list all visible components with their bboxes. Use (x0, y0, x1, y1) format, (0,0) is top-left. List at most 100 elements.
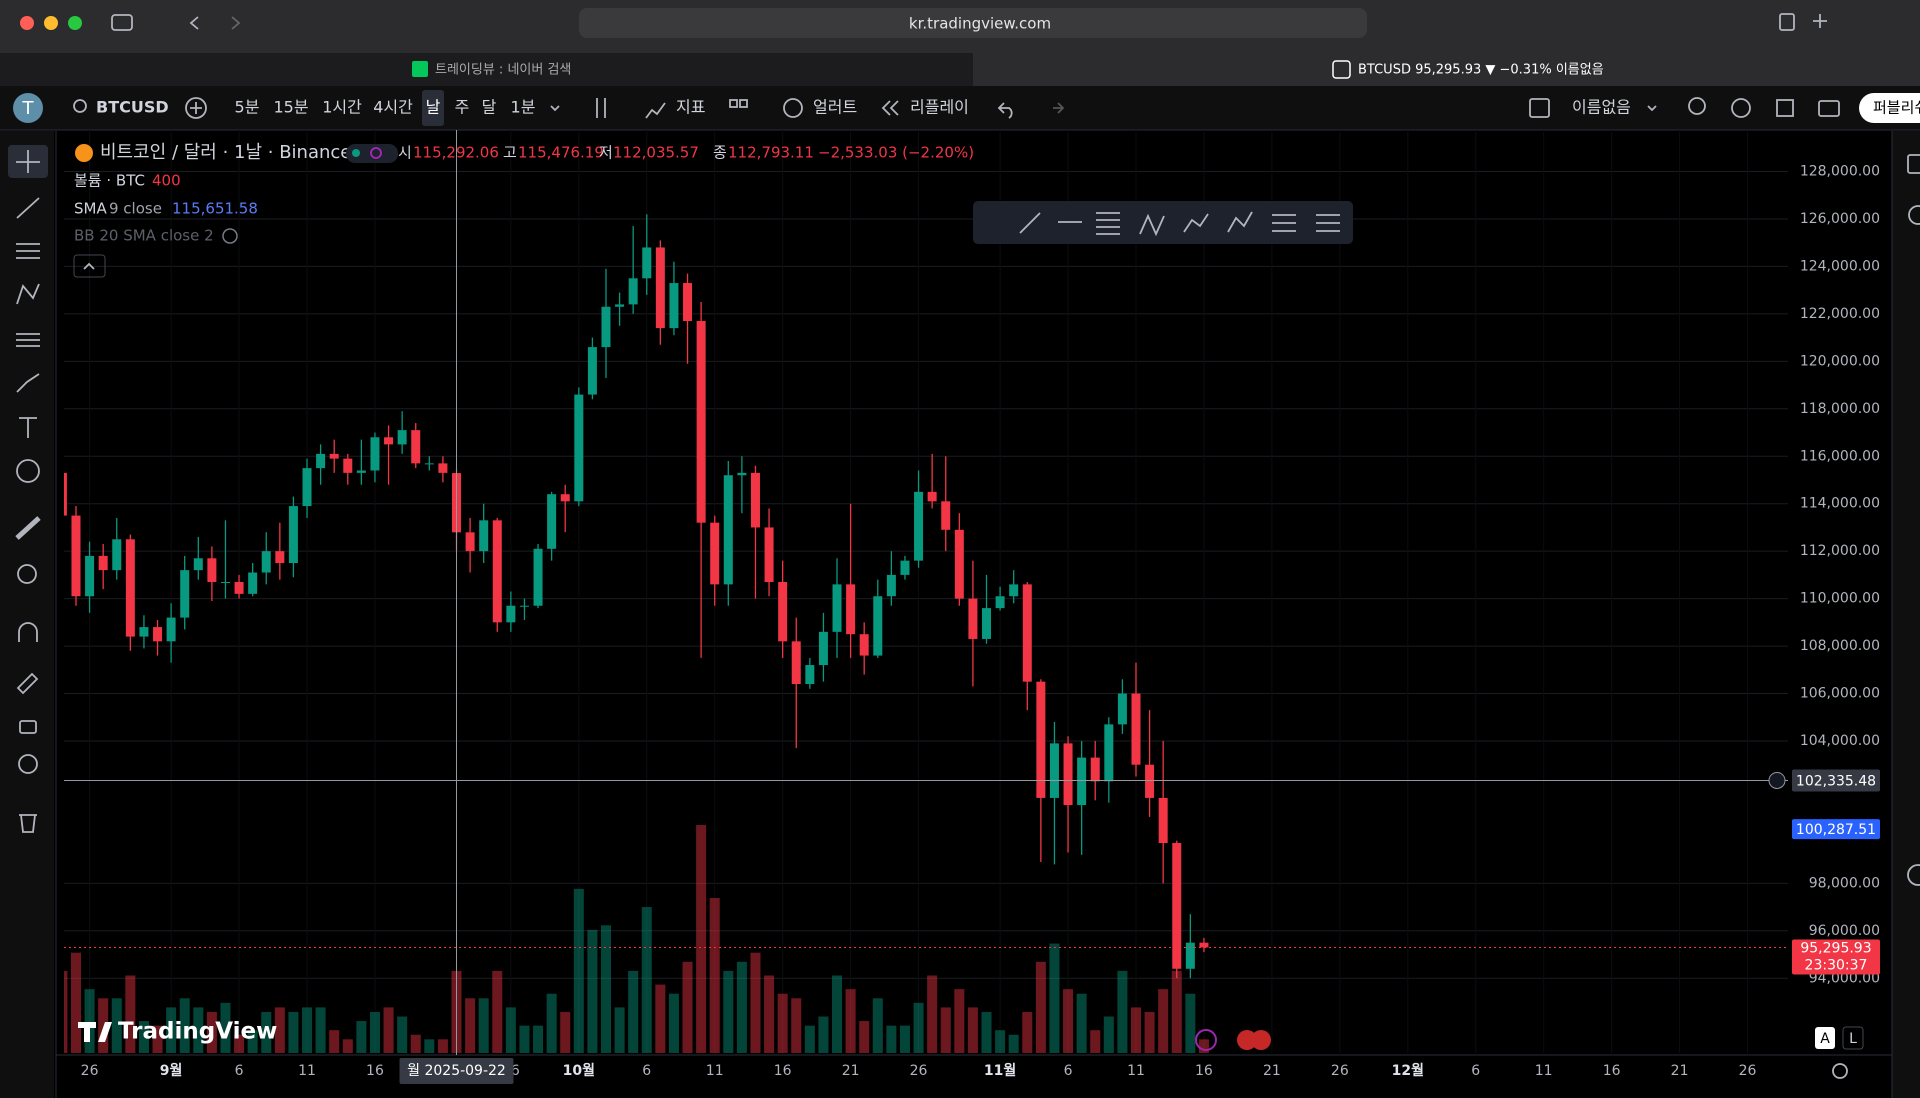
address-bar[interactable] (579, 8, 1367, 38)
indicator-icon[interactable] (645, 102, 666, 119)
last-price-tag (1792, 939, 1880, 975)
volume-bar (954, 989, 965, 1053)
magnet-tool[interactable] (18, 622, 38, 642)
brush-tool[interactable] (16, 373, 40, 393)
y-tick-label: 106,000.00 (1800, 686, 1880, 702)
minimize-button[interactable] (44, 16, 58, 30)
snapshot-icon[interactable] (1818, 100, 1840, 117)
collapse-button[interactable] (73, 254, 106, 278)
interval[interactable]: 1시간 (322, 98, 362, 117)
undo-icon[interactable] (997, 102, 1013, 119)
pattern-tool[interactable] (16, 283, 40, 305)
fullscreen-icon[interactable] (1776, 99, 1794, 117)
layout-icon[interactable] (1529, 98, 1550, 118)
back-icon[interactable] (189, 16, 199, 30)
symbol[interactable]: BTCUSD (96, 98, 169, 117)
new-tab-icon[interactable] (1813, 14, 1827, 28)
event-flag[interactable] (1251, 1030, 1271, 1050)
indicators[interactable]: 지표 (676, 98, 705, 117)
alert-icon[interactable] (783, 98, 803, 118)
settings-icon[interactable] (1731, 98, 1751, 118)
volume-bar (478, 998, 489, 1053)
pattern-icons[interactable] (1019, 211, 1340, 237)
bitcoin-icon (75, 144, 93, 162)
volume-bar (1171, 970, 1182, 1053)
interval[interactable]: 달 (482, 98, 497, 117)
zoom-button[interactable] (68, 16, 82, 30)
event-flag[interactable] (1237, 1030, 1257, 1050)
app-toolbar (0, 86, 1920, 130)
draw-mode-tool[interactable] (16, 672, 39, 695)
tv-logo (78, 1022, 112, 1042)
volume-bar (628, 970, 639, 1053)
axis-settings[interactable] (1832, 1063, 1848, 1079)
volume-bar (274, 1007, 285, 1053)
volume-bar (573, 888, 584, 1053)
fib-tool[interactable] (16, 243, 40, 259)
replay-icon[interactable] (881, 100, 899, 116)
x-tick-label: 6 (642, 1063, 651, 1079)
y-tick-label: 98,000.00 (1809, 875, 1880, 891)
redo-icon[interactable] (1053, 102, 1065, 114)
x-tick-label: 21 (1263, 1063, 1281, 1079)
templates-icon[interactable] (729, 99, 738, 108)
auto-scale[interactable] (1815, 1027, 1835, 1049)
crosshair-tool[interactable] (16, 150, 40, 173)
compare-icon[interactable] (185, 97, 207, 119)
status-dot (352, 149, 360, 157)
tab-title[interactable]: 트레이딩뷰 : 네이버 검색 (435, 63, 571, 78)
forecast-tool[interactable] (16, 333, 40, 347)
quick-search-icon[interactable] (1688, 97, 1706, 115)
sidebar-icon[interactable] (111, 14, 133, 31)
candle-body (275, 551, 285, 564)
interval[interactable]: 5분 (235, 98, 260, 117)
publish-button[interactable] (1859, 93, 1920, 123)
candle-body (846, 584, 856, 635)
interval[interactable]: 날 (426, 98, 441, 117)
trendline-tool[interactable] (16, 197, 40, 219)
volume-bar (655, 984, 666, 1053)
share-icon[interactable] (1779, 13, 1795, 31)
interval[interactable]: 1분 (511, 98, 536, 117)
chevron[interactable] (550, 105, 560, 112)
sidebar-icon[interactable] (1907, 864, 1920, 886)
alert[interactable]: 얼러트 (813, 98, 857, 117)
text-tool[interactable] (19, 417, 37, 438)
alerts-icon[interactable] (1908, 205, 1920, 225)
interval[interactable]: 15분 (273, 98, 308, 117)
hidden-icon[interactable] (222, 228, 238, 244)
replay[interactable]: 리플레이 (910, 98, 969, 117)
log-scale[interactable] (1842, 1026, 1864, 1050)
chart-type-icon[interactable] (596, 98, 606, 118)
zoom-tool[interactable] (17, 564, 37, 584)
ruler-tool[interactable] (15, 516, 41, 540)
volume-bar (736, 961, 747, 1053)
volume-bar (872, 998, 883, 1053)
close-button[interactable] (20, 16, 34, 30)
emoji-tool[interactable] (16, 459, 40, 483)
candle-body (465, 532, 475, 552)
change: −2,533.03 (−2.20%) (818, 144, 974, 162)
interval[interactable]: 주 (455, 98, 470, 117)
candle-body (615, 304, 625, 307)
publish: 퍼블리쉬 (1873, 99, 1920, 117)
volume-bar (70, 952, 81, 1053)
active-tab[interactable] (973, 53, 1920, 86)
last-price: 95,295.93 (1800, 941, 1871, 957)
visibility-tool[interactable] (18, 754, 38, 774)
add-alert-button[interactable] (1768, 771, 1786, 789)
sma-params: 9 close (109, 200, 162, 218)
drawing-toolbar (0, 131, 54, 1098)
y-tick-label: 114,000.00 (1800, 496, 1880, 512)
layout-name[interactable]: 이름없음 (1572, 98, 1631, 117)
interval[interactable]: 4시간 (373, 98, 413, 117)
lock-tool[interactable] (19, 720, 37, 734)
forward-icon[interactable] (231, 16, 241, 30)
avatar[interactable] (13, 93, 43, 123)
watchlist-icon[interactable] (1907, 154, 1920, 174)
search-icon[interactable] (73, 99, 87, 113)
delete-tool[interactable] (19, 814, 37, 833)
chevron[interactable] (1647, 105, 1657, 112)
event-icon[interactable] (1195, 1029, 1217, 1051)
tab-title[interactable]: BTCUSD 95,295.93 ▼ −0.31% 이름없음 (1358, 63, 1604, 78)
